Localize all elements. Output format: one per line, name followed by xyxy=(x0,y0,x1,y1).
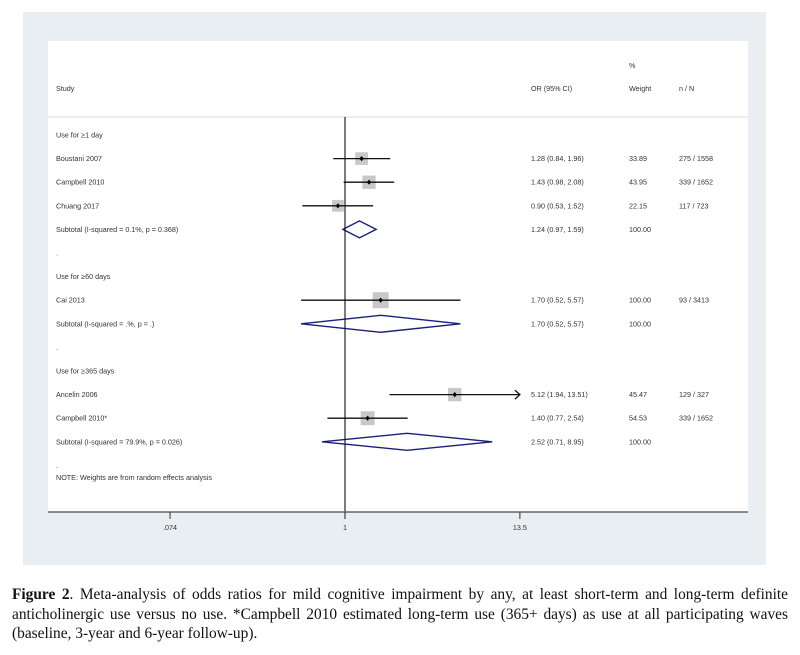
row-subtotal: Subtotal (I-squared = .%, p = .) 1.70 (0.… xyxy=(56,314,651,334)
row-study: Cai 2013 1.70 (0.52, 5.57) 100.00 93 / 3413 xyxy=(56,292,709,309)
subtotal-label: Subtotal (I-squared = 79.9%, p = 0.026) xyxy=(56,437,182,446)
spacer-label: . xyxy=(56,343,58,352)
group-label: Use for ≥60 days xyxy=(56,272,111,281)
header-weight-percent: % xyxy=(629,61,636,70)
row-study: Chuang 2017 0.90 (0.53, 1.52) 22.15 117 / 7… xyxy=(56,199,708,212)
n-over-n-value: 129 / 327 xyxy=(679,390,709,399)
note-label: NOTE: Weights are from random effects an… xyxy=(56,473,212,482)
point-estimate xyxy=(378,297,383,303)
n-over-n-value: 339 / 1652 xyxy=(679,178,713,187)
weight-value: 100.00 xyxy=(629,225,651,234)
forest-plot: Study OR (95% CI) % Weight n / N Use for… xyxy=(48,61,748,532)
row-study: Ancelin 2006 5.12 (1.94, 13.51) 45.47 129 /… xyxy=(56,387,709,402)
header-weight: Weight xyxy=(629,84,651,93)
spacer-label: . xyxy=(56,461,58,470)
header-n-over-n: n / N xyxy=(679,84,694,93)
or-ci-value: 5.12 (1.94, 13.51) xyxy=(531,390,588,399)
weight-value: 54.53 xyxy=(629,414,647,423)
spacer-label: . xyxy=(56,249,58,258)
row-subtotal: Subtotal (I-squared = 0.1%, p = 0.368) 1.… xyxy=(56,220,651,239)
n-over-n-value: 117 / 723 xyxy=(679,201,708,210)
x-tick-label: .074 xyxy=(163,523,177,532)
header-study: Study xyxy=(56,84,75,93)
n-over-n-value: 275 / 1558 xyxy=(679,154,713,163)
forest-rows: Use for ≥1 day Boustani 2007 1.28 (0.84, 1… xyxy=(56,131,713,482)
row-study: Campbell 2010* 1.40 (0.77, 2.54) 54.53 339 … xyxy=(56,411,713,426)
row-study: Boustani 2007 1.28 (0.84, 1.96) 33.89 275 /… xyxy=(56,152,713,165)
point-estimate xyxy=(365,415,370,421)
study-label: Campbell 2010 xyxy=(56,178,104,187)
x-axis: .074 1 13.5 xyxy=(48,117,748,532)
group-label: Use for ≥365 days xyxy=(56,367,115,376)
column-headers: Study OR (95% CI) % Weight n / N xyxy=(56,61,694,93)
subtotal-label: Subtotal (I-squared = 0.1%, p = 0.368) xyxy=(56,225,178,234)
weight-value: 100.00 xyxy=(629,319,651,328)
or-ci-value: 1.43 (0.98, 2.08) xyxy=(531,178,584,187)
plot-area xyxy=(48,41,748,512)
subtotal-diamond xyxy=(321,432,493,452)
caption-text: . Meta-analysis of odds ratios for mild … xyxy=(12,586,789,642)
study-label: Chuang 2017 xyxy=(56,201,99,210)
study-label: Ancelin 2006 xyxy=(56,390,98,399)
or-ci-value: 1.70 (0.52, 5.57) xyxy=(531,319,584,328)
row-group: Use for ≥60 days xyxy=(56,272,111,281)
row-note: NOTE: Weights are from random effects an… xyxy=(56,473,212,482)
weight-value: 22.15 xyxy=(629,201,647,210)
figure-caption: Figure 2. Meta-analysis of odds ratios f… xyxy=(12,585,788,644)
group-label: Use for ≥1 day xyxy=(56,131,103,140)
or-ci-value: 1.40 (0.77, 2.54) xyxy=(531,414,584,423)
weight-value: 100.00 xyxy=(629,296,651,305)
weight-value: 100.00 xyxy=(629,437,651,446)
study-label: Boustani 2007 xyxy=(56,154,102,163)
caption-label: Figure 2 xyxy=(12,586,70,603)
row-spacer: . xyxy=(56,249,58,258)
row-spacer: . xyxy=(56,343,58,352)
subtotal-label: Subtotal (I-squared = .%, p = .) xyxy=(56,319,154,328)
row-spacer: . xyxy=(56,461,58,470)
subtotal-diamond xyxy=(341,220,378,239)
or-ci-value: 2.52 (0.71, 8.95) xyxy=(531,437,584,446)
or-ci-value: 1.70 (0.52, 5.57) xyxy=(531,296,584,305)
point-estimate xyxy=(335,203,341,209)
row-group: Use for ≥365 days xyxy=(56,367,115,376)
ci-arrow xyxy=(514,389,521,400)
point-estimate xyxy=(359,156,364,162)
point-estimate xyxy=(452,392,457,398)
weight-value: 33.89 xyxy=(629,154,647,163)
or-ci-value: 1.28 (0.84, 1.96) xyxy=(531,154,584,163)
or-ci-value: 0.90 (0.53, 1.52) xyxy=(531,201,584,210)
or-ci-value: 1.24 (0.97, 1.59) xyxy=(531,225,584,234)
study-label: Campbell 2010* xyxy=(56,414,107,423)
row-group: Use for ≥1 day xyxy=(56,131,103,140)
n-over-n-value: 93 / 3413 xyxy=(679,296,709,305)
weight-value: 43.95 xyxy=(629,178,647,187)
n-over-n-value: 339 / 1652 xyxy=(679,414,713,423)
study-label: Cai 2013 xyxy=(56,296,85,305)
header-or-ci: OR (95% CI) xyxy=(531,84,572,93)
x-tick-label: 13.5 xyxy=(513,523,527,532)
x-tick-label: 1 xyxy=(343,523,347,532)
point-estimate xyxy=(366,179,372,185)
row-subtotal: Subtotal (I-squared = 79.9%, p = 0.026) 2… xyxy=(56,432,651,452)
weight-value: 45.47 xyxy=(629,390,647,399)
subtotal-diamond xyxy=(300,314,461,334)
row-study: Campbell 2010 1.43 (0.98, 2.08) 43.95 339 /… xyxy=(56,175,713,189)
